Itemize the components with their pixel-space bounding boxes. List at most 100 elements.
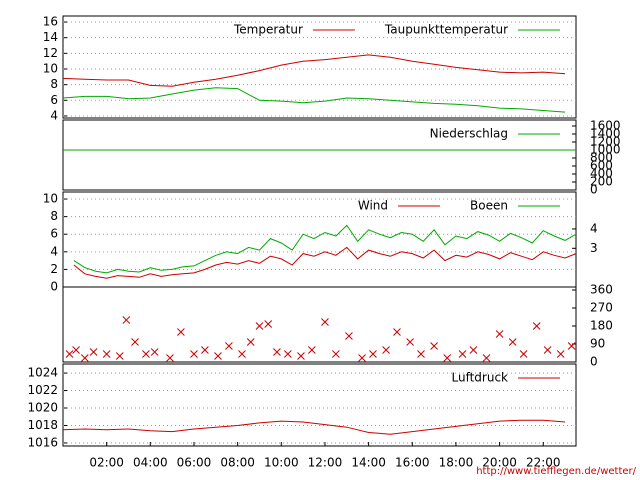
marker-stroke xyxy=(417,350,425,358)
direction-marker xyxy=(80,354,89,362)
panel-frame xyxy=(62,191,577,363)
direction-marker xyxy=(443,354,452,362)
direction-marker xyxy=(417,350,425,358)
y-tick-label: 14 xyxy=(43,30,58,44)
marker-stroke xyxy=(142,350,150,358)
marker-stroke xyxy=(214,352,222,360)
marker-stroke xyxy=(543,346,552,354)
legend-label: Niederschlag xyxy=(430,127,508,141)
direction-marker xyxy=(308,346,316,354)
legend-label: Luftdruck xyxy=(451,371,508,385)
x-tick-label: 02:00 xyxy=(89,456,124,470)
marker-stroke xyxy=(556,350,565,358)
marker-stroke xyxy=(332,350,340,358)
direction-marker xyxy=(214,352,222,360)
y-tick-label: 1016 xyxy=(27,435,58,449)
marker-stroke xyxy=(567,342,576,350)
marker-stroke xyxy=(255,322,264,330)
direction-marker xyxy=(532,322,541,330)
y-tick-label: 6 xyxy=(50,227,58,241)
y2-tick-label: 1200 xyxy=(590,135,621,149)
y2-tick-label: 3 xyxy=(590,241,598,255)
marker-stroke xyxy=(246,338,255,346)
legend-label: Boeen xyxy=(470,199,508,213)
legend-label: Wind xyxy=(358,199,388,213)
direction-marker xyxy=(332,350,340,358)
direction-marker xyxy=(297,352,305,360)
direction-marker xyxy=(150,348,159,356)
panel-frame xyxy=(62,15,577,119)
marker-stroke xyxy=(102,350,111,358)
x-tick-label: 16:00 xyxy=(395,456,430,470)
y-tick-label: 4 xyxy=(50,108,58,122)
direction-marker xyxy=(495,330,504,338)
marker-stroke xyxy=(65,350,74,358)
direction-marker xyxy=(469,346,478,354)
direction-marker xyxy=(543,346,552,354)
x-tick-label: 22:00 xyxy=(526,456,561,470)
direction-marker xyxy=(166,354,174,362)
y2-tick-label: 180 xyxy=(590,319,613,333)
marker-stroke xyxy=(131,338,139,346)
marker-stroke xyxy=(80,354,89,362)
y-tick-label: 12 xyxy=(43,46,58,60)
direction-marker xyxy=(65,350,74,358)
direction-marker xyxy=(519,350,528,358)
y2-tick-label: 1000 xyxy=(590,143,621,157)
direction-marker xyxy=(142,350,150,358)
y-tick-label: 8 xyxy=(50,209,58,223)
marker-stroke xyxy=(458,350,467,358)
y2-tick-label: 0 xyxy=(590,355,598,369)
marker-stroke xyxy=(177,328,185,336)
direction-marker xyxy=(177,328,185,336)
marker-stroke xyxy=(122,316,131,324)
x-tick-label: 20:00 xyxy=(482,456,517,470)
direction-marker xyxy=(556,350,565,358)
direction-marker xyxy=(264,320,273,328)
direction-marker xyxy=(508,338,517,346)
marker-stroke xyxy=(345,332,353,340)
y-tick-label: 1020 xyxy=(27,401,58,415)
direction-marker xyxy=(567,342,576,350)
marker-stroke xyxy=(393,328,401,336)
y2-tick-label: 270 xyxy=(590,301,613,315)
y2-tick-label: 400 xyxy=(590,167,613,181)
y2-tick-label: 4 xyxy=(590,221,598,235)
x-tick-label: 12:00 xyxy=(308,456,343,470)
direction-marker xyxy=(393,328,401,336)
marker-stroke xyxy=(297,352,305,360)
y2-tick-label: 0 xyxy=(590,183,598,197)
direction-marker xyxy=(382,346,390,354)
series-line xyxy=(62,419,566,435)
y-tick-label: 1024 xyxy=(27,366,58,380)
direction-marker xyxy=(89,348,98,356)
direction-marker xyxy=(122,316,131,324)
direction-marker xyxy=(115,352,124,360)
direction-marker xyxy=(321,318,329,326)
y-tick-label: 4 xyxy=(50,244,58,258)
x-tick-label: 08:00 xyxy=(220,456,255,470)
y2-tick-label: 360 xyxy=(590,283,613,297)
y-tick-label: 1018 xyxy=(27,418,58,432)
direction-marker xyxy=(406,338,414,346)
marker-stroke xyxy=(469,346,478,354)
direction-marker xyxy=(430,342,438,350)
y2-tick-label: 800 xyxy=(590,151,613,165)
legend-label: Temperatur xyxy=(233,23,303,37)
marker-stroke xyxy=(358,354,366,362)
direction-marker xyxy=(225,342,233,350)
marker-stroke xyxy=(406,338,414,346)
marker-stroke xyxy=(238,350,246,358)
direction-marker xyxy=(201,346,209,354)
marker-stroke xyxy=(443,354,452,362)
series-line xyxy=(73,224,577,274)
marker-stroke xyxy=(482,354,491,362)
direction-marker xyxy=(255,322,264,330)
marker-stroke xyxy=(532,322,541,330)
y-tick-label: 16 xyxy=(43,15,58,29)
marker-stroke xyxy=(115,352,124,360)
y-tick-label: 8 xyxy=(50,77,58,91)
direction-marker xyxy=(458,350,467,358)
panel-frame xyxy=(62,363,577,447)
series-line xyxy=(73,246,577,279)
